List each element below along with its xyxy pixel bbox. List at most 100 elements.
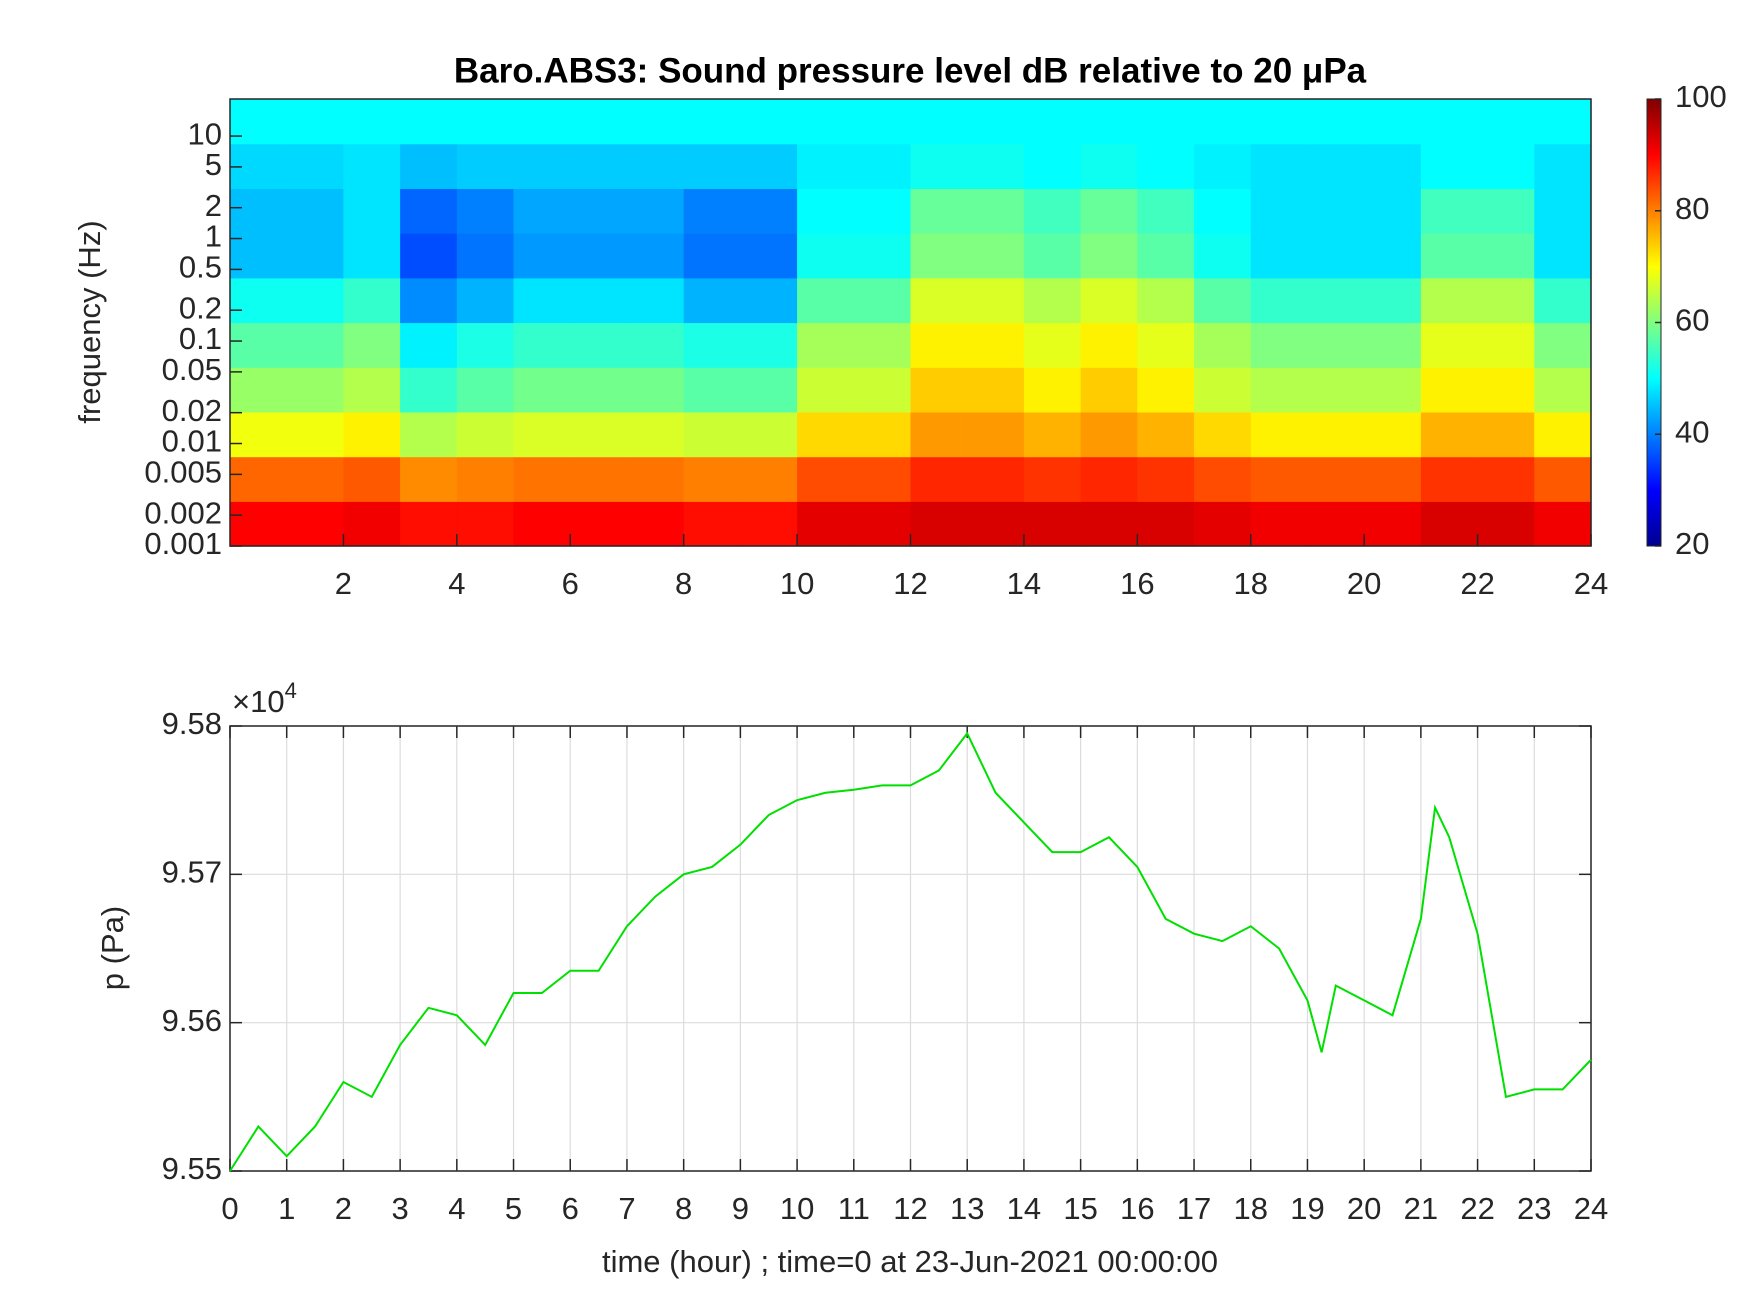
y-tick-label: 0.5	[179, 250, 222, 285]
heatmap-cell	[1080, 99, 1138, 145]
heatmap-cell	[456, 411, 515, 458]
heatmap-cell	[1477, 277, 1535, 324]
heatmap-cell	[343, 367, 401, 413]
heatmap-cell	[797, 501, 855, 547]
y-tick-label: 9.56	[162, 1003, 222, 1038]
x-tick-label: 3	[392, 1191, 409, 1226]
heatmap-cell	[1023, 456, 1082, 502]
heatmap-cell	[910, 456, 968, 502]
heatmap-cell	[1250, 367, 1309, 413]
heatmap-cell	[683, 277, 741, 324]
heatmap-cell	[797, 367, 855, 413]
heatmap-cell	[230, 99, 288, 145]
heatmap-cell	[513, 456, 571, 502]
y-axis-label: frequency (Hz)	[72, 220, 107, 423]
heatmap-cell	[343, 456, 401, 502]
heatmap-cell	[1080, 456, 1138, 502]
heatmap-cell	[683, 411, 741, 458]
heatmap-cell	[1137, 456, 1195, 502]
x-tick-label: 16	[1120, 566, 1154, 601]
heatmap-cell	[1250, 501, 1309, 547]
heatmap-cell	[626, 322, 685, 368]
heatmap-cell	[1250, 143, 1309, 189]
heatmap-cell	[1420, 456, 1479, 502]
heatmap-cell	[1137, 233, 1195, 279]
heatmap-cell	[910, 143, 968, 189]
heatmap-cell	[1194, 322, 1252, 368]
heatmap-cell	[286, 233, 345, 279]
heatmap-cell	[626, 277, 685, 324]
heatmap-cell	[1023, 188, 1082, 234]
heatmap-cell	[967, 188, 1025, 234]
heatmap-cell	[1307, 501, 1365, 547]
heatmap-cell	[456, 456, 515, 502]
heatmap-cell	[797, 411, 855, 458]
colorbar-tick-label: 80	[1675, 191, 1709, 226]
y-tick-label: 0.02	[162, 393, 222, 428]
multiplier-exponent: 4	[285, 678, 297, 703]
heatmap-cell	[967, 99, 1025, 145]
heatmap-cell	[1023, 99, 1082, 145]
heatmap-cell	[400, 99, 458, 145]
x-tick-label: 6	[562, 566, 579, 601]
y-tick-label: 0.2	[179, 290, 222, 325]
heatmap-cell	[286, 143, 345, 189]
heatmap-cell	[797, 233, 855, 279]
heatmap-cell	[1194, 456, 1252, 502]
heatmap-cell	[343, 233, 401, 279]
heatmap-cell	[853, 411, 912, 458]
pressure-plot: 0 1 2 3 4 5 6 7 8 9 10 11 12 13 14 15 16 17 18 19 20 21 22 23 24…	[162, 706, 1609, 1226]
heatmap-cell	[683, 233, 741, 279]
heatmap-cell	[1477, 322, 1535, 368]
heatmap-cell	[740, 456, 798, 502]
heatmap-cell	[286, 322, 345, 368]
heatmap-cell	[967, 233, 1025, 279]
plot-frame	[229, 725, 1592, 1172]
heatmap-cell	[1194, 233, 1252, 279]
heatmap-cell	[1307, 143, 1365, 189]
heatmap-cell	[853, 233, 912, 279]
heatmap-cell	[967, 143, 1025, 189]
heatmap-cell	[456, 99, 515, 145]
heatmap-cell	[1420, 501, 1479, 547]
heatmap-cell	[1307, 322, 1365, 368]
heatmap-cell	[967, 411, 1025, 458]
heatmap-cell	[797, 456, 855, 502]
heatmap-cell	[513, 411, 571, 458]
heatmap-cell	[286, 367, 345, 413]
heatmap-cell	[1023, 322, 1082, 368]
heatmap-cell	[626, 188, 685, 234]
x-tick-label: 24	[1574, 566, 1608, 601]
heatmap-cell	[400, 143, 458, 189]
heatmap-cell	[1477, 501, 1535, 547]
heatmap-cell	[1420, 277, 1479, 324]
heatmap-cell	[343, 143, 401, 189]
heatmap-cell	[1137, 367, 1195, 413]
heatmap-cell	[513, 233, 571, 279]
x-tick-label: 20	[1347, 1191, 1381, 1226]
x-tick-label: 16	[1120, 1191, 1154, 1226]
heatmap-cell	[400, 456, 458, 502]
heatmap-cell	[1307, 233, 1365, 279]
heatmap-cell	[683, 322, 741, 368]
heatmap-cell	[1194, 188, 1252, 234]
x-tick-label: 12	[893, 566, 927, 601]
heatmap-cell	[1023, 501, 1082, 547]
heatmap-cell	[1080, 188, 1138, 234]
heatmap-cell	[1364, 411, 1422, 458]
heatmap-cell	[626, 501, 685, 547]
heatmap-cell	[400, 322, 458, 368]
y-multiplier: ×104	[232, 678, 297, 719]
heatmap-cell	[1080, 501, 1138, 547]
heatmap-cell	[797, 188, 855, 234]
x-tick-label: 13	[950, 1191, 984, 1226]
y-tick-label: 0.001	[144, 526, 222, 561]
heatmap-cell	[1534, 143, 1592, 189]
heatmap-cell	[1250, 188, 1309, 234]
spectrogram: 2 4 6 8 10 12 14 16 18 20 22 240.0010.0020.0050.010…	[144, 79, 1726, 601]
heatmap-cell	[1023, 411, 1082, 458]
heatmap-cell	[1250, 411, 1309, 458]
heatmap-cell	[626, 411, 685, 458]
x-tick-label: 17	[1177, 1191, 1211, 1226]
